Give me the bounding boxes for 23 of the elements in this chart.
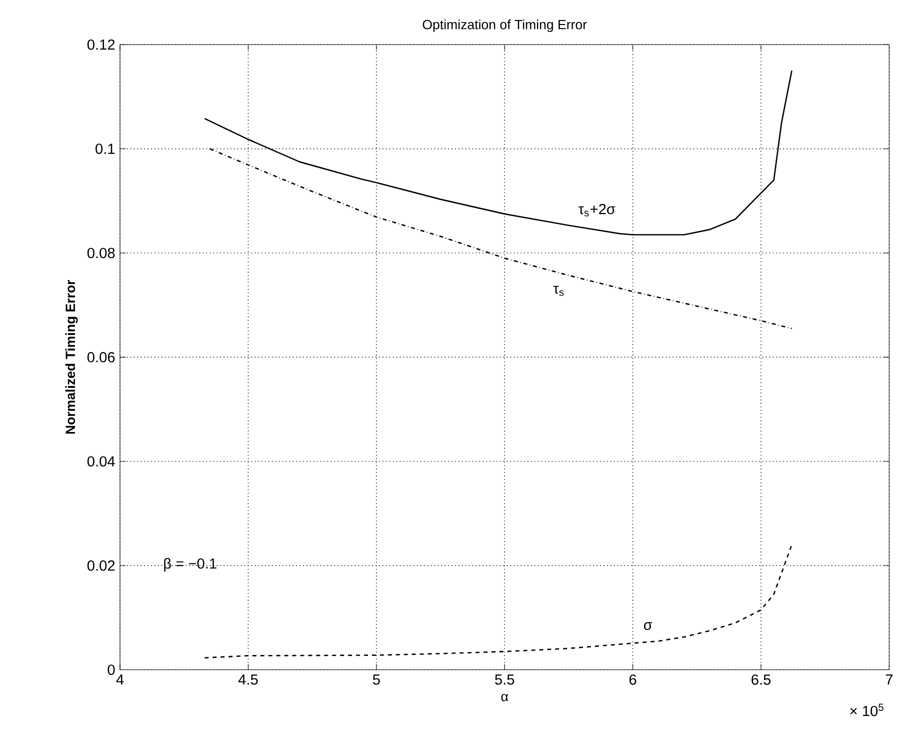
- chart-title: Optimization of Timing Error: [422, 20, 587, 32]
- line-series: [209, 148, 792, 330]
- y-tick-label: 0.08: [87, 248, 115, 258]
- y-tick-label: 0.02: [87, 560, 115, 571]
- x-tick-label: 6.5: [752, 674, 771, 685]
- series-label: σ: [644, 622, 652, 630]
- y-tick-label: 0.12: [87, 40, 115, 50]
- x-tick-label: 4: [116, 674, 124, 685]
- annotation: β = −0.1: [164, 558, 216, 572]
- x-tick-label: 7: [886, 674, 893, 685]
- text: × 10$^{5}$: [850, 704, 884, 716]
- y-tick-label: 0.06: [87, 352, 115, 362]
- y-axis-title: Normalized Timing Error: [65, 280, 78, 434]
- y-tick-label: 0.1: [96, 144, 115, 154]
- y-tick-label: 0.04: [87, 456, 115, 467]
- series-label: τ$_{s}$+2σ: [578, 204, 616, 216]
- series-label: τ$_{s}$: [553, 286, 564, 296]
- x-tick-label: 5.5: [495, 674, 514, 685]
- x-tick-label: 5: [372, 674, 380, 685]
- y-tick-label: 0: [108, 664, 115, 676]
- x-tick-label: 6: [629, 674, 636, 685]
- x-tick-label: 4.5: [238, 674, 258, 685]
- x-axis-title: α: [501, 694, 508, 702]
